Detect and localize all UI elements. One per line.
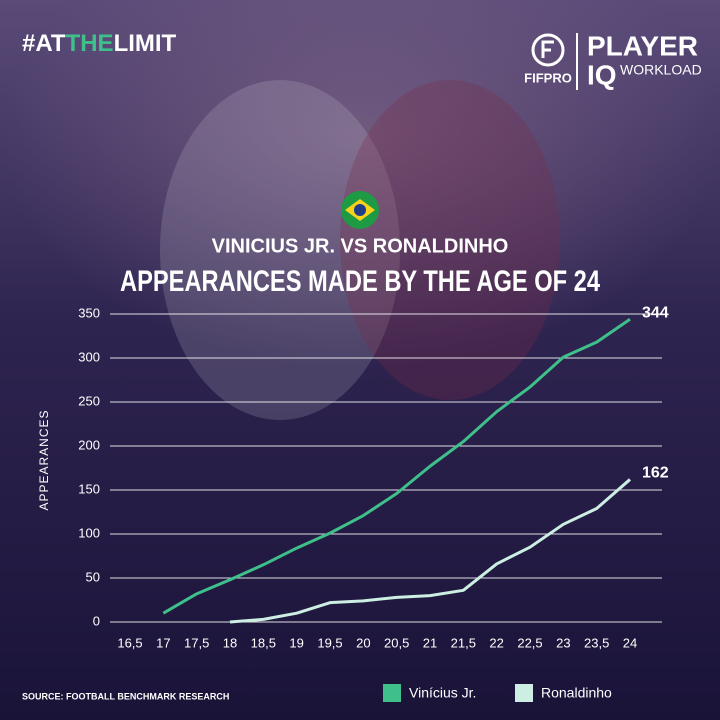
flag [341, 191, 379, 229]
hashtag-part: LIMIT [114, 30, 177, 57]
x-tick-label: 16,5 [117, 635, 142, 650]
logo-text: FIFPRO [524, 70, 572, 85]
y-tick-label: 200 [78, 437, 100, 452]
player-silhouette [160, 80, 400, 420]
y-tick-label: 250 [78, 393, 100, 408]
y-tick-label: 0 [93, 613, 100, 628]
x-tick-label: 18 [223, 635, 237, 650]
end-value-label: 344 [642, 304, 669, 321]
product-name: IQ [587, 59, 617, 90]
y-axis-label: APPEARANCES [37, 409, 51, 510]
player-silhouette [340, 80, 560, 400]
y-tick-label: 300 [78, 349, 100, 364]
x-tick-label: 22,5 [517, 635, 542, 650]
series-line [229, 478, 631, 624]
x-tick-label: 23 [556, 635, 570, 650]
legend-label: Ronaldinho [541, 685, 612, 701]
source: SOURCE: FOOTBALL BENCHMARK RESEARCH [22, 691, 229, 701]
product-name: PLAYER [587, 30, 698, 61]
background-glow [0, 0, 720, 460]
y-tick-label: 100 [78, 525, 100, 540]
chart-subtitle: VINICIUS JR. VS RONALDINHO [212, 235, 509, 257]
x-tick-label: 21,5 [451, 635, 476, 650]
y-tick-label: 150 [78, 481, 100, 496]
x-tick-label: 18,5 [251, 635, 276, 650]
x-tick-label: 19 [289, 635, 303, 650]
end-value-label: 162 [642, 465, 669, 482]
x-tick-label: 24 [623, 635, 637, 650]
x-tick-label: 20,5 [384, 635, 409, 650]
x-tick-label: 20 [356, 635, 370, 650]
x-tick-label: 17,5 [184, 635, 209, 650]
hashtag-part: THE [66, 30, 114, 57]
chart-title: APPEARANCES MADE BY THE AGE OF 24 [120, 265, 600, 298]
x-tick-label: 17 [156, 635, 170, 650]
x-tick-label: 19,5 [317, 635, 342, 650]
x-tick-label: 21 [423, 635, 437, 650]
legend-swatch [515, 684, 533, 702]
hashtag: #ATTHELIMIT [22, 30, 177, 57]
x-tick-label: 22 [489, 635, 503, 650]
y-tick-label: 350 [78, 305, 100, 320]
series-line [162, 318, 631, 615]
legend-label: Vinícius Jr. [409, 685, 476, 701]
product-name: WORKLOAD [620, 62, 702, 78]
legend-swatch [383, 684, 401, 702]
y-tick-label: 50 [86, 569, 100, 584]
hashtag-part: #AT [22, 30, 66, 57]
fifpro-logo: FIFPRO PLAYER IQ WORKLOAD [524, 30, 702, 90]
x-tick-label: 23,5 [584, 635, 609, 650]
